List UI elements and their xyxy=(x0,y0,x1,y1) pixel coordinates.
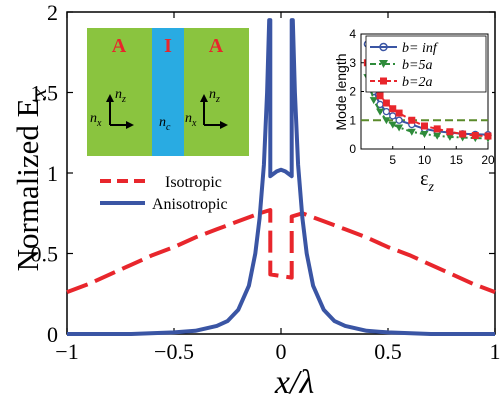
main-x-tick-label: 0 xyxy=(276,339,287,364)
inset-x-tick-label: 10 xyxy=(418,153,432,167)
schematic-left-region xyxy=(87,28,152,156)
inset-point-square xyxy=(382,99,390,107)
main-y-tick-label: 0.5 xyxy=(31,242,59,267)
legend-anisotropic-label: Anisotropic xyxy=(152,196,228,213)
main-series-isotropic xyxy=(66,208,496,294)
main-y-tick-label: 0 xyxy=(47,322,58,347)
legend-isotropic-label: Isotropic xyxy=(165,174,222,191)
main-x-tick-label: 1 xyxy=(490,339,500,364)
schematic-right-region xyxy=(184,28,249,156)
inset-point-square xyxy=(376,92,384,100)
right-nx-label: nx xyxy=(185,111,197,129)
left-nx-label: nx xyxy=(90,111,102,129)
legend-b-inf-marker xyxy=(379,42,388,52)
svg-text:Normalized Ex: Normalized Ex xyxy=(10,88,51,271)
schematic-right-letter: A xyxy=(209,35,224,57)
inset-point-circle xyxy=(395,116,403,124)
main-x-tick-label: 0.5 xyxy=(374,339,402,364)
schematic-center-region xyxy=(152,28,184,156)
main-ylabel-sub: x xyxy=(26,88,51,99)
inset-point-triangle xyxy=(376,108,385,116)
inset-point-triangle xyxy=(445,133,454,141)
legend-b-5a-label: b=5a xyxy=(402,58,432,73)
right-nz-label: nz xyxy=(209,87,220,105)
inset-point-square xyxy=(446,128,454,136)
inset-point-circle xyxy=(382,107,391,116)
inset-y-tick-label: 4 xyxy=(349,27,356,41)
main-ylabel-text: Normalized E xyxy=(10,98,45,271)
inset-point-triangle xyxy=(388,121,397,129)
inset-point-triangle xyxy=(382,117,391,125)
inset-point-triangle xyxy=(369,97,378,105)
schematic-inset: A I A nz nx nc nz nx xyxy=(87,28,249,156)
legend-b-inf-label: b= inf xyxy=(402,41,439,56)
main-series-anisotropic xyxy=(67,18,495,336)
inset-point-square xyxy=(471,131,479,139)
main-x-tick-label: −1 xyxy=(55,339,78,364)
inset-point-square xyxy=(459,130,467,138)
inset-point-square xyxy=(408,116,416,124)
inset-point-triangle xyxy=(433,132,442,140)
main-xlabel-var: x xyxy=(274,364,290,401)
inset-point-triangle xyxy=(420,131,429,139)
legend-b-5a-marker xyxy=(379,60,388,68)
inset-point-square xyxy=(433,125,441,133)
legend-b-2a-marker xyxy=(380,77,387,85)
inset-x-tick-label: 20 xyxy=(481,153,495,167)
inset-point-square xyxy=(389,105,397,113)
main-y-tick-label: 1 xyxy=(47,161,58,186)
schematic-left-letter: A xyxy=(112,35,127,57)
main-legend: Isotropic Anisotropic xyxy=(100,174,228,213)
inset-point-triangle xyxy=(407,128,416,136)
inset-y-tick-label: 3 xyxy=(349,56,356,70)
main-xlabel-unit: /λ xyxy=(288,364,314,401)
inset-x-tick-label: 15 xyxy=(450,153,464,167)
main-y-tick-label: 1.5 xyxy=(31,81,59,106)
center-nc-label: nc xyxy=(159,115,171,133)
inset-y-tick-label: 1 xyxy=(349,113,356,127)
main-ylabel: Normalized Ex xyxy=(10,88,51,271)
main-y-tick-label: 2 xyxy=(47,0,58,25)
left-nz-label: nz xyxy=(115,87,126,105)
inset-ylabel: Mode length xyxy=(333,53,349,130)
inset-x-tick-label: 5 xyxy=(389,153,396,167)
inset-y-tick-label: 0 xyxy=(349,142,356,156)
inset-xlabel: εz xyxy=(420,168,434,195)
inset-ticks: 5 10 15 20 0 1 2 3 4 xyxy=(349,27,495,167)
inset-legend: b= inf b=5a b=2a xyxy=(365,35,487,93)
inset-point-square xyxy=(395,109,403,117)
inset-point-triangle xyxy=(395,124,404,132)
schematic-center-letter: I xyxy=(164,35,172,57)
inset-point-circle xyxy=(389,112,397,120)
inset-point-square xyxy=(421,122,428,130)
main-x-tick-label: −0.5 xyxy=(154,339,194,364)
inset-y-tick-label: 2 xyxy=(349,85,356,99)
inset-point-square xyxy=(484,132,492,140)
legend-b-2a-label: b=2a xyxy=(402,75,432,90)
main-series xyxy=(66,18,496,336)
